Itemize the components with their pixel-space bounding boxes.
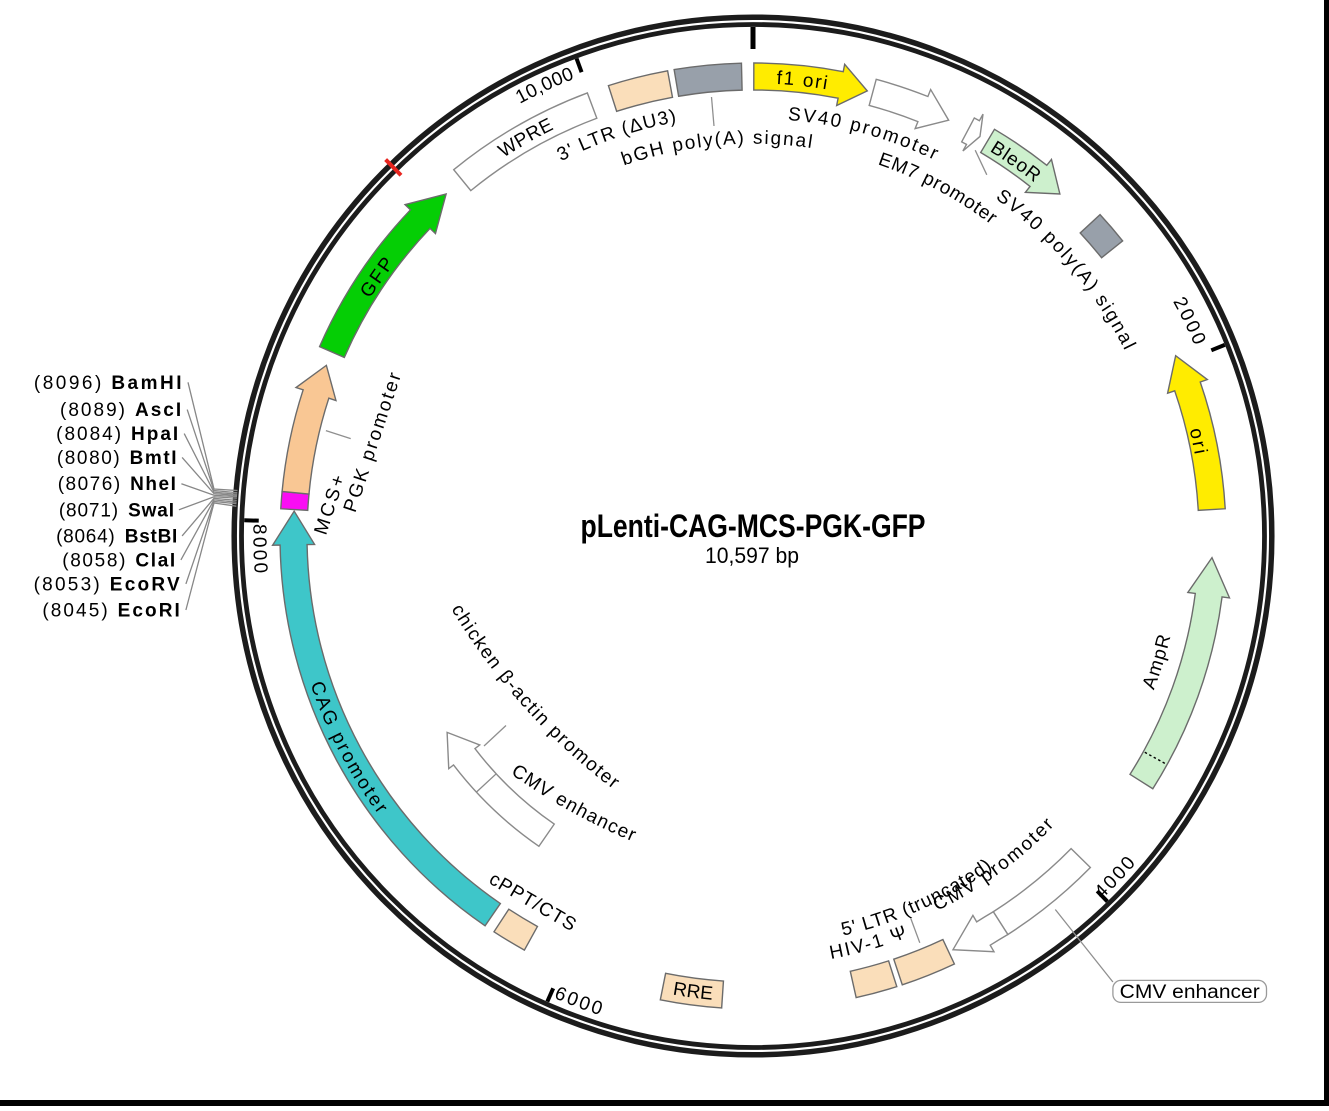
svg-text:(8089)AscI: (8089)AscI — [60, 400, 183, 421]
svg-text:(8084)HpaI: (8084)HpaI — [56, 424, 180, 445]
svg-text:(8080)BmtI: (8080)BmtI — [57, 448, 178, 469]
svg-text:(8058)ClaI: (8058)ClaI — [62, 550, 177, 571]
svg-text:(8076)NheI: (8076)NheI — [58, 474, 178, 495]
svg-text:pLenti-CAG-MCS-PGK-GFP: pLenti-CAG-MCS-PGK-GFP — [581, 508, 926, 544]
svg-text:CMV enhancer: CMV enhancer — [1120, 982, 1261, 1003]
svg-text:8000: 8000 — [248, 524, 271, 576]
svg-text:(8071)SwaI: (8071)SwaI — [59, 500, 175, 521]
svg-text:10,597 bp: 10,597 bp — [705, 543, 799, 568]
